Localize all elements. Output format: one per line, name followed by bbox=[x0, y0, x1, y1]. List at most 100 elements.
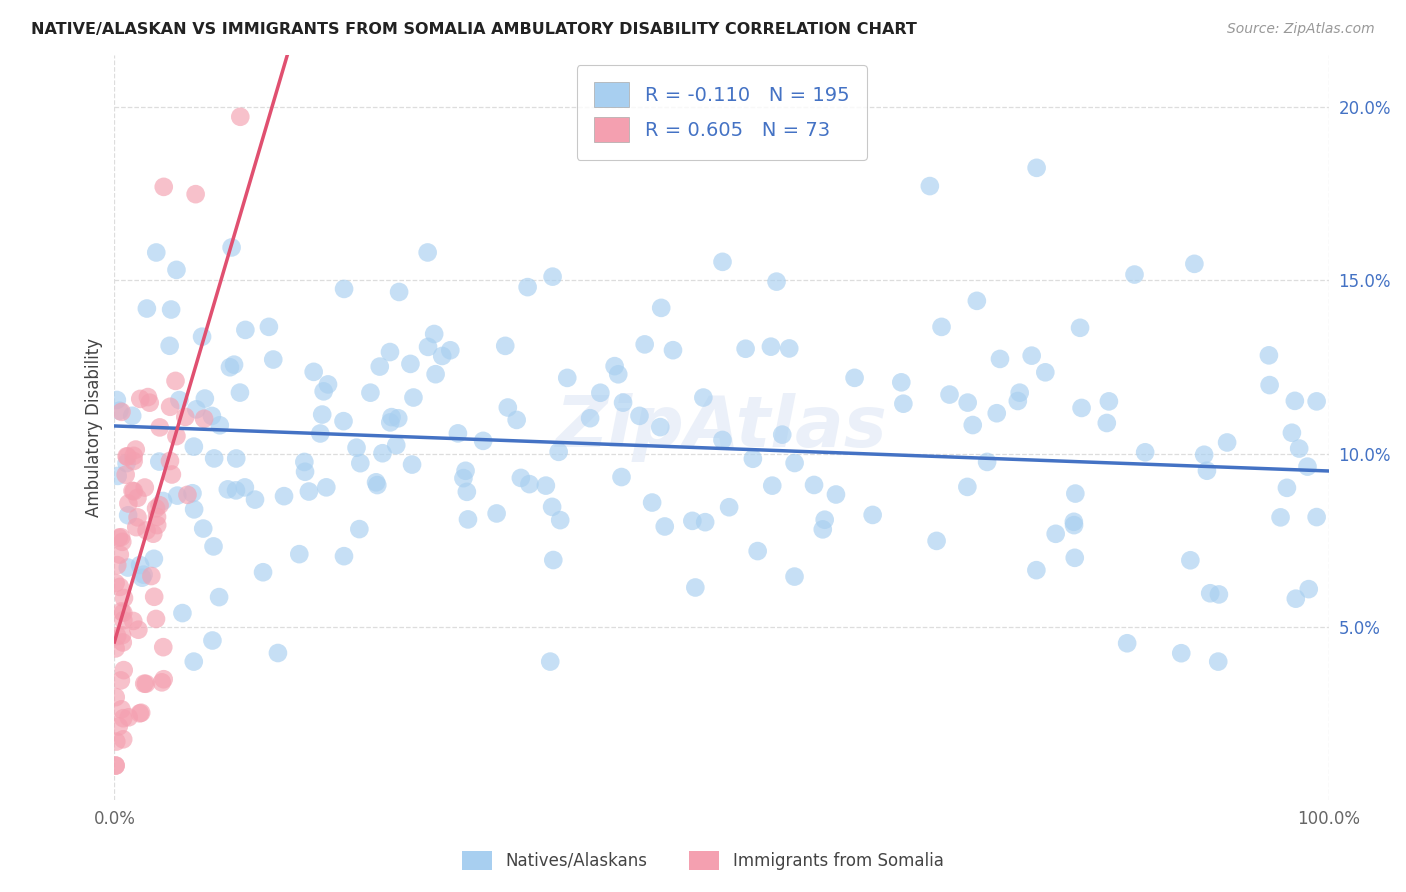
Point bbox=[122, 484, 145, 499]
Point bbox=[825, 487, 848, 501]
Point bbox=[509, 471, 531, 485]
Point bbox=[364, 475, 387, 490]
Point bbox=[1008, 385, 1031, 400]
Point bbox=[456, 484, 478, 499]
Point bbox=[1298, 582, 1320, 596]
Point bbox=[292, 455, 315, 469]
Point bbox=[219, 360, 242, 375]
Point bbox=[202, 451, 225, 466]
Point bbox=[122, 614, 145, 628]
Point bbox=[1182, 257, 1205, 271]
Point bbox=[747, 544, 769, 558]
Point bbox=[217, 483, 239, 497]
Point bbox=[186, 402, 208, 417]
Point bbox=[183, 440, 205, 454]
Point bbox=[160, 302, 183, 317]
Point bbox=[346, 441, 368, 455]
Point bbox=[803, 478, 825, 492]
Point bbox=[519, 477, 541, 491]
Point bbox=[1216, 435, 1239, 450]
Point bbox=[141, 569, 163, 583]
Point bbox=[233, 480, 256, 494]
Point bbox=[134, 481, 156, 495]
Point bbox=[1285, 591, 1308, 606]
Point bbox=[402, 391, 425, 405]
Point bbox=[811, 522, 834, 536]
Point bbox=[650, 420, 672, 434]
Point bbox=[1063, 518, 1085, 533]
Point bbox=[115, 456, 138, 470]
Point bbox=[288, 547, 311, 561]
Point bbox=[718, 500, 741, 515]
Point bbox=[988, 351, 1011, 366]
Point bbox=[447, 426, 470, 441]
Point bbox=[107, 531, 129, 545]
Point bbox=[183, 502, 205, 516]
Point bbox=[125, 442, 148, 457]
Point bbox=[127, 623, 149, 637]
Point bbox=[650, 301, 672, 315]
Point bbox=[150, 675, 173, 690]
Point bbox=[302, 365, 325, 379]
Point bbox=[169, 393, 191, 408]
Point bbox=[115, 450, 138, 464]
Point bbox=[146, 509, 169, 524]
Point bbox=[741, 451, 763, 466]
Point bbox=[711, 433, 734, 447]
Point bbox=[368, 359, 391, 374]
Point bbox=[783, 569, 806, 583]
Point bbox=[783, 456, 806, 470]
Point bbox=[401, 458, 423, 472]
Point bbox=[184, 187, 207, 202]
Point bbox=[152, 640, 174, 655]
Point bbox=[117, 450, 139, 464]
Point bbox=[333, 549, 356, 564]
Point bbox=[225, 483, 247, 498]
Point bbox=[387, 411, 409, 425]
Point bbox=[1064, 486, 1087, 500]
Point bbox=[108, 548, 131, 562]
Point bbox=[1199, 586, 1222, 600]
Point bbox=[966, 293, 988, 308]
Point bbox=[1296, 459, 1319, 474]
Point bbox=[778, 342, 800, 356]
Point bbox=[496, 401, 519, 415]
Point bbox=[986, 406, 1008, 420]
Point bbox=[1305, 510, 1327, 524]
Point bbox=[962, 418, 984, 433]
Point bbox=[1063, 515, 1085, 529]
Point bbox=[607, 368, 630, 382]
Point bbox=[112, 606, 135, 620]
Point bbox=[117, 560, 139, 574]
Point bbox=[129, 392, 152, 406]
Point bbox=[107, 719, 129, 733]
Point bbox=[262, 352, 284, 367]
Point bbox=[159, 339, 181, 353]
Point bbox=[136, 390, 159, 404]
Point bbox=[332, 414, 354, 428]
Text: ZipAtlas: ZipAtlas bbox=[555, 393, 887, 462]
Point bbox=[135, 677, 157, 691]
Point bbox=[1033, 365, 1056, 379]
Point bbox=[135, 524, 157, 538]
Point bbox=[235, 323, 257, 337]
Point bbox=[104, 576, 127, 591]
Point bbox=[152, 672, 174, 686]
Point bbox=[734, 342, 756, 356]
Point bbox=[1133, 445, 1156, 459]
Point bbox=[315, 480, 337, 494]
Point bbox=[1195, 464, 1218, 478]
Point bbox=[243, 492, 266, 507]
Point bbox=[166, 489, 188, 503]
Point bbox=[844, 371, 866, 385]
Point bbox=[862, 508, 884, 522]
Point bbox=[159, 454, 181, 468]
Point bbox=[1192, 448, 1215, 462]
Point bbox=[439, 343, 461, 358]
Point bbox=[494, 339, 516, 353]
Point bbox=[589, 385, 612, 400]
Point bbox=[938, 387, 960, 401]
Point bbox=[181, 486, 204, 500]
Point bbox=[294, 465, 316, 479]
Point bbox=[127, 510, 149, 524]
